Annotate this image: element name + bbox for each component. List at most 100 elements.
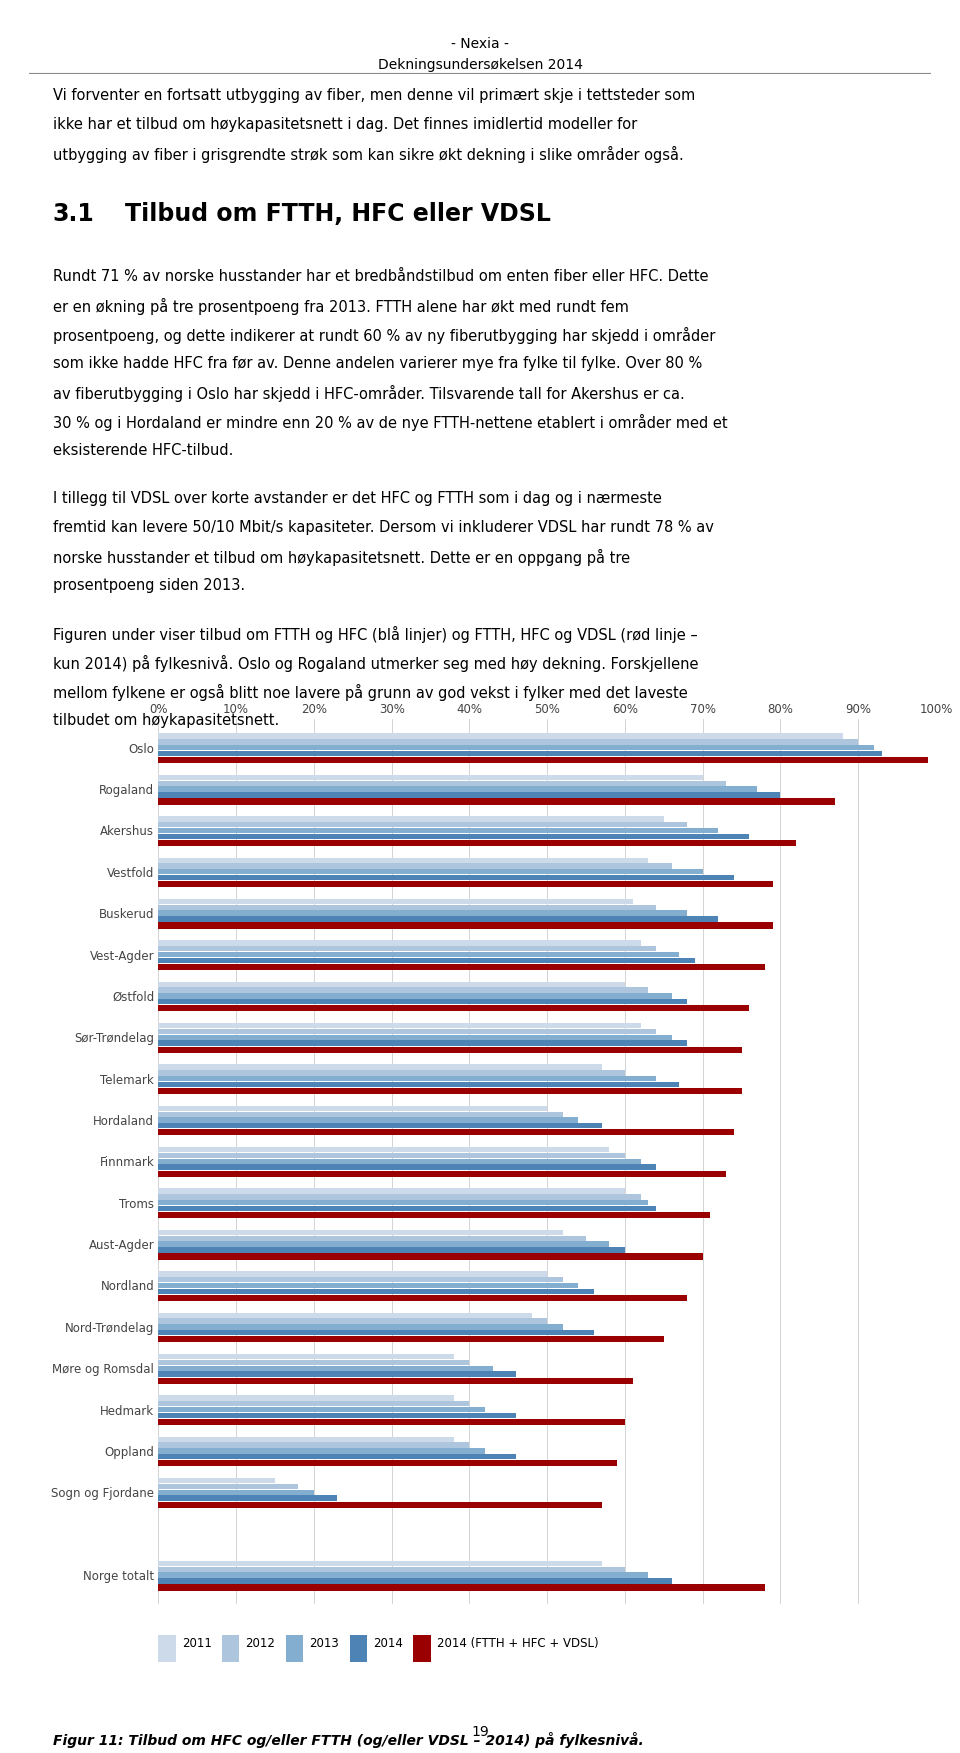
Bar [158, 1164, 656, 1169]
Bar [158, 1034, 672, 1040]
Bar [158, 1408, 485, 1413]
Bar [158, 1502, 602, 1508]
Bar [158, 905, 656, 910]
Bar [158, 1478, 276, 1483]
Bar [158, 798, 835, 805]
Bar [158, 1490, 314, 1495]
Bar [158, 964, 765, 969]
Bar [349, 1636, 367, 1662]
Bar [158, 1495, 337, 1501]
Bar [158, 792, 780, 798]
Text: 19: 19 [471, 1725, 489, 1739]
Bar [158, 999, 687, 1004]
Bar [158, 822, 687, 827]
Bar [158, 1371, 516, 1376]
Bar [158, 733, 843, 738]
Text: prosentpoeng siden 2013.: prosentpoeng siden 2013. [53, 577, 245, 593]
Bar [158, 1029, 656, 1034]
Bar [158, 1004, 750, 1011]
Bar [158, 1366, 492, 1371]
Bar [158, 1124, 602, 1129]
Bar [158, 1246, 625, 1253]
Text: kun 2014) på fylkesnivå. Oslo og Rogaland utmerker seg med høy dekning. Forskjel: kun 2014) på fylkesnivå. Oslo og Rogalan… [53, 654, 698, 671]
Bar [158, 740, 858, 745]
Bar [158, 982, 625, 987]
Bar [158, 780, 726, 785]
Bar [158, 1206, 656, 1211]
Text: Dekningsundersøkelsen 2014: Dekningsundersøkelsen 2014 [377, 58, 583, 72]
Bar [158, 987, 648, 992]
Bar [158, 922, 773, 929]
Bar [158, 1241, 610, 1246]
Text: ikke har et tilbud om høykapasitetsnett i dag. Det finnes imidlertid modeller fo: ikke har et tilbud om høykapasitetsnett … [53, 116, 637, 131]
Text: 2014 (FTTH + HFC + VDSL): 2014 (FTTH + HFC + VDSL) [437, 1637, 598, 1650]
Bar [158, 1082, 680, 1087]
Bar [158, 1360, 469, 1366]
Bar [158, 1578, 672, 1583]
Bar [158, 862, 672, 869]
Bar [158, 833, 750, 840]
Text: Tilbud om FTTH, HFC eller VDSL: Tilbud om FTTH, HFC eller VDSL [125, 202, 551, 226]
Bar [158, 1146, 610, 1152]
Bar [158, 1453, 516, 1460]
Bar [158, 1236, 586, 1241]
Text: prosentpoeng, og dette indikerer at rundt 60 % av ny fiberutbygging har skjedd i: prosentpoeng, og dette indikerer at rund… [53, 326, 715, 344]
Bar [158, 1024, 640, 1029]
Bar [158, 899, 633, 905]
Text: - Nexia -: - Nexia - [451, 37, 509, 51]
Bar [158, 1283, 578, 1288]
Text: 2013: 2013 [309, 1637, 339, 1650]
Bar [158, 1295, 687, 1301]
Text: fremtid kan levere 50/10 Mbit/s kapasiteter. Dersom vi inkluderer VDSL har rundt: fremtid kan levere 50/10 Mbit/s kapasite… [53, 519, 713, 535]
Bar [158, 1231, 563, 1236]
Text: Rundt 71 % av norske husstander har et bredbåndstilbud om enten fiber eller HFC.: Rundt 71 % av norske husstander har et b… [53, 268, 708, 284]
Text: Figur 11: Tilbud om HFC og/eller FTTH (og/eller VDSL – 2014) på fylkesnivå.: Figur 11: Tilbud om HFC og/eller FTTH (o… [53, 1732, 643, 1748]
Bar [158, 1040, 687, 1047]
Text: utbygging av fiber i grisgrendte strøk som kan sikre økt dekning i slike områder: utbygging av fiber i grisgrendte strøk s… [53, 145, 684, 163]
Bar [158, 1069, 625, 1076]
Bar [158, 917, 718, 922]
Text: 2012: 2012 [246, 1637, 276, 1650]
Bar [158, 1253, 703, 1260]
Bar [158, 1401, 469, 1406]
Bar [158, 1271, 547, 1276]
Text: 3.1: 3.1 [53, 202, 94, 226]
Bar [414, 1636, 431, 1662]
Bar [158, 840, 796, 847]
Bar [222, 1636, 239, 1662]
Bar [158, 875, 733, 880]
Bar [158, 1324, 563, 1329]
Bar [158, 1483, 299, 1490]
Bar [158, 952, 680, 957]
Bar [158, 1153, 625, 1159]
Text: 30 % og i Hordaland er mindre enn 20 % av de nye FTTH-nettene etablert i områder: 30 % og i Hordaland er mindre enn 20 % a… [53, 414, 728, 431]
Bar [158, 1567, 625, 1572]
Bar [158, 1313, 532, 1318]
Text: 2011: 2011 [181, 1637, 211, 1650]
Bar [158, 957, 695, 962]
Bar [158, 869, 703, 875]
Bar [158, 827, 718, 833]
Bar [158, 947, 656, 952]
Bar [158, 857, 648, 862]
Text: av fiberutbygging i Oslo har skjedd i HFC-områder. Tilsvarende tall for Akershus: av fiberutbygging i Oslo har skjedd i HF… [53, 384, 684, 401]
Bar [158, 882, 773, 887]
Bar [158, 1276, 563, 1283]
Bar [158, 1585, 765, 1590]
Bar [158, 745, 874, 750]
Bar [158, 1413, 516, 1418]
Bar [158, 1194, 640, 1199]
Text: tilbudet om høykapasitetsnett.: tilbudet om høykapasitetsnett. [53, 712, 279, 727]
Bar [158, 1336, 664, 1343]
Bar [158, 1448, 485, 1453]
Text: Figuren under viser tilbud om FTTH og HFC (blå linjer) og FTTH, HFC og VDSL (rød: Figuren under viser tilbud om FTTH og HF… [53, 626, 698, 643]
Bar [158, 1572, 648, 1578]
Bar [158, 1318, 547, 1324]
Bar [158, 1288, 594, 1294]
Bar [158, 1089, 741, 1094]
Bar [158, 1331, 594, 1336]
Text: er en økning på tre prosentpoeng fra 2013. FTTH alene har økt med rundt fem: er en økning på tre prosentpoeng fra 201… [53, 298, 629, 316]
Bar [158, 775, 703, 780]
Bar [158, 940, 640, 945]
Bar [158, 750, 881, 756]
